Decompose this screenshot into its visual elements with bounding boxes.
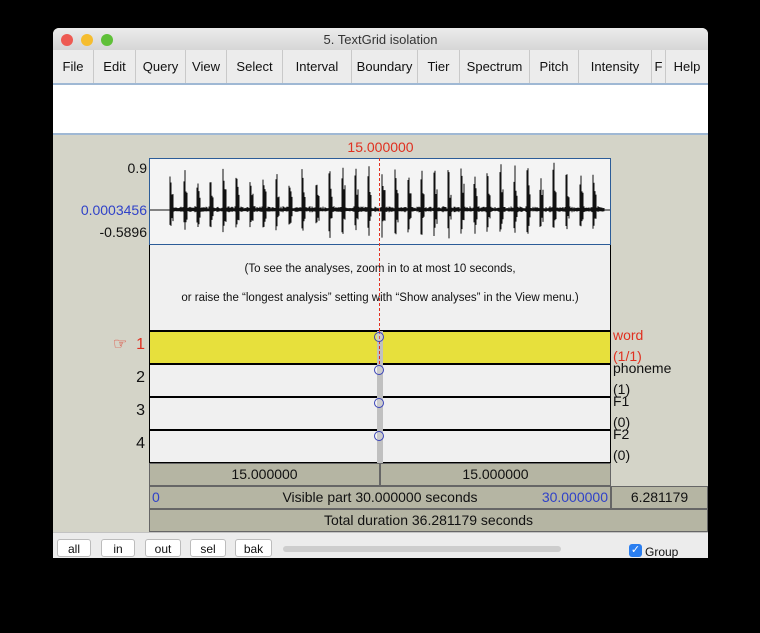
- zoom-in-button[interactable]: in: [101, 539, 135, 557]
- cursor-time-label: 15.000000: [347, 139, 414, 155]
- menu-formant[interactable]: F: [652, 50, 666, 83]
- analysis-panel[interactable]: (To see the analyses, zoom in to at most…: [149, 245, 611, 331]
- tier-1-name[interactable]: word (1/1): [613, 325, 643, 367]
- visible-end-time: 30.000000: [541, 489, 608, 505]
- menu-intensity[interactable]: Intensity: [579, 50, 652, 83]
- selected-tier-pointer-icon: ☞: [113, 336, 128, 353]
- info-text-area[interactable]: [53, 83, 708, 135]
- tier-2-name[interactable]: phoneme (1): [613, 358, 671, 400]
- menu-select[interactable]: Select: [227, 50, 283, 83]
- zoom-out-button[interactable]: out: [145, 539, 181, 557]
- menu-interval[interactable]: Interval: [283, 50, 352, 83]
- tier-2-name-label: phoneme: [613, 360, 672, 376]
- horizontal-scrollbar[interactable]: [283, 546, 561, 552]
- zoom-back-button[interactable]: bak: [235, 539, 272, 557]
- menu-edit[interactable]: Edit: [94, 50, 136, 83]
- tier-number-1[interactable]: 1: [136, 336, 145, 353]
- title-bar: 5. TextGrid isolation: [53, 28, 708, 51]
- visible-part-bar[interactable]: 0 Visible part 30.000000 seconds 30.0000…: [149, 486, 611, 509]
- tier-1-count: (1/1): [613, 348, 642, 364]
- boundary-handle-tier-1[interactable]: [374, 332, 384, 342]
- menu-tier[interactable]: Tier: [418, 50, 460, 83]
- waveform-trace: [169, 162, 605, 239]
- tier-4-name-label: F2: [613, 426, 630, 442]
- visible-part-label: Visible part 30.000000 seconds: [282, 489, 478, 505]
- group-label: Group: [645, 545, 679, 558]
- tier-number-4[interactable]: 4: [136, 435, 145, 452]
- menu-boundary[interactable]: Boundary: [352, 50, 418, 83]
- tier-3-count: (0): [613, 414, 631, 430]
- menu-bar: File Edit Query View Select Interval Bou…: [53, 50, 708, 84]
- analysis-message-line-1: (To see the analyses, zoom in to at most…: [244, 263, 516, 275]
- boundary-line[interactable]: [377, 331, 383, 463]
- zoom-to-selection-button[interactable]: sel: [190, 539, 226, 557]
- boundary-handle-tier-2[interactable]: [374, 365, 384, 375]
- visible-start-time: 0: [152, 489, 160, 505]
- menu-query[interactable]: Query: [136, 50, 186, 83]
- close-window-button[interactable]: [61, 34, 73, 46]
- menu-file[interactable]: File: [53, 50, 94, 83]
- window-title: 5. TextGrid isolation: [323, 32, 438, 47]
- tier-3-name[interactable]: F1 (0): [613, 391, 630, 433]
- cursor-line: [379, 158, 380, 331]
- zoom-all-button[interactable]: all: [57, 539, 91, 557]
- waveform-panel[interactable]: [149, 158, 611, 245]
- boundary-handle-tier-3[interactable]: [374, 398, 384, 408]
- analysis-message-line-2: or raise the “longest analysis” setting …: [181, 292, 579, 304]
- remaining-time-button[interactable]: 6.281179: [611, 486, 708, 509]
- bottom-toolbar: all in out sel bak ✓ Group: [53, 532, 708, 558]
- cursor-line-tier: [379, 331, 380, 364]
- interval-left-time-button[interactable]: 15.000000: [149, 463, 380, 486]
- tier-4-count: (0): [613, 447, 631, 463]
- waveform-cursor-value-label: 0.0003456: [80, 202, 147, 218]
- tier-3-name-label: F1: [613, 393, 630, 409]
- menu-pitch[interactable]: Pitch: [530, 50, 579, 83]
- tier-1-name-label: word: [613, 327, 644, 343]
- waveform-min-label: -0.5896: [99, 224, 147, 240]
- waveform-plot: [150, 162, 610, 239]
- waveform-max-label: 0.9: [127, 160, 147, 176]
- tier-2-count: (1): [613, 381, 631, 397]
- menu-spectrum[interactable]: Spectrum: [460, 50, 530, 83]
- menu-view[interactable]: View: [186, 50, 227, 83]
- tier-4-name[interactable]: F2 (0): [613, 424, 630, 466]
- tier-number-3[interactable]: 3: [136, 402, 145, 419]
- tier-number-2[interactable]: 2: [136, 369, 145, 386]
- total-duration-bar[interactable]: Total duration 36.281179 seconds: [149, 509, 708, 532]
- menu-help[interactable]: Help: [673, 59, 701, 74]
- textgrid-editor-window: 5. TextGrid isolation File Edit Query Vi…: [53, 28, 708, 558]
- group-checkbox[interactable]: ✓: [629, 544, 642, 557]
- minimize-window-button[interactable]: [81, 34, 93, 46]
- zoom-window-button[interactable]: [101, 34, 113, 46]
- boundary-handle-tier-4[interactable]: [374, 431, 384, 441]
- interval-right-time-button[interactable]: 15.000000: [380, 463, 611, 486]
